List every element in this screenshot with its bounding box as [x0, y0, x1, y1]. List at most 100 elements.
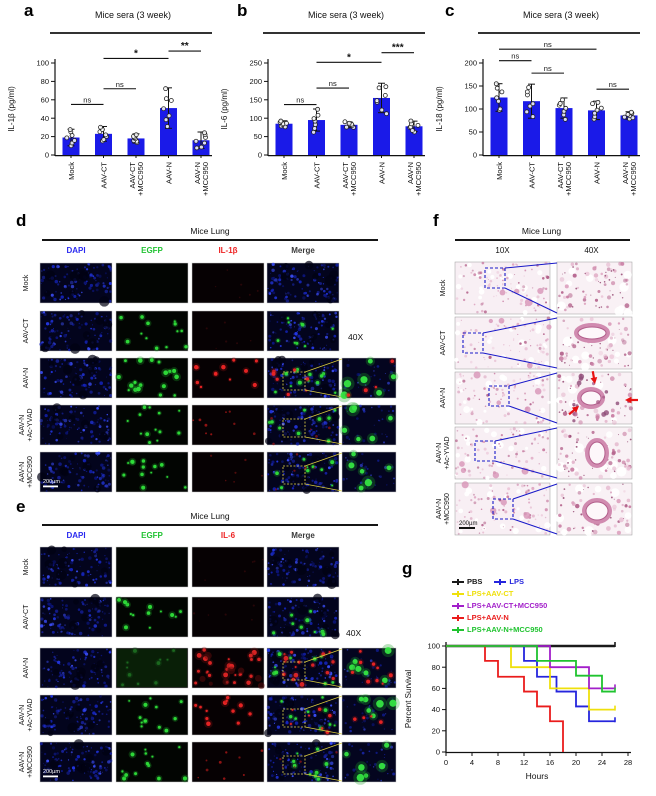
svg-text:AAV-CT: AAV-CT	[313, 162, 322, 189]
column-header-egfp: EGFP	[141, 531, 163, 540]
column-header-il1b: IL-1β	[218, 246, 238, 255]
svg-text:Percent Survival: Percent Survival	[404, 670, 413, 728]
legend-item-lps-aav-n: LPS+AAV-N	[452, 613, 509, 622]
panel-d-magnification-label: 40X	[348, 332, 364, 342]
legend-row: PBS LPS	[452, 577, 547, 586]
svg-text:200µm: 200µm	[43, 769, 60, 775]
svg-text:IL-1β (pg/ml): IL-1β (pg/ml)	[7, 86, 16, 132]
micrograph-row	[39, 401, 397, 446]
survival-legend: PBS LPS LPS+AAV-CT LPS+AAV-CT+MCC950 LPS…	[452, 577, 547, 634]
legend-marker	[452, 578, 464, 585]
panel-f-title-rule	[455, 239, 630, 241]
svg-text:ns: ns	[296, 96, 304, 105]
row-label: AAV-N	[23, 657, 30, 679]
svg-text:AAV-CT: AAV-CT	[100, 162, 109, 189]
row-label: AAV-N	[440, 387, 447, 409]
svg-text:AAV-N: AAV-N	[165, 162, 174, 184]
histology-row: 200µm	[454, 481, 633, 536]
svg-text:200µm: 200µm	[459, 521, 477, 527]
column-header-dapi: DAPI	[66, 531, 86, 540]
svg-text:60: 60	[432, 684, 440, 693]
red-arrow	[590, 371, 598, 384]
svg-text:0: 0	[444, 758, 448, 767]
svg-text:40: 40	[41, 114, 49, 123]
svg-text:20: 20	[572, 758, 580, 767]
micrograph-row: 200µm	[39, 739, 397, 785]
svg-text:28: 28	[624, 758, 632, 767]
legend-item-lps: LPS	[494, 577, 524, 586]
svg-text:Mice sera (3 week): Mice sera (3 week)	[308, 10, 384, 20]
row-label: AAV-CT	[440, 330, 447, 356]
legend-item-lps-aav-n-mcc950: LPS+AAV-N+MCC950	[452, 625, 543, 634]
row-label: AAV-CT	[23, 604, 30, 630]
svg-text:ns: ns	[83, 95, 91, 104]
svg-text:Mice sera (3 week): Mice sera (3 week)	[523, 10, 599, 20]
bar-chart-il1b: Mice sera (3 week) 0 20 40 60 80 100 IL-1β (pg/…	[0, 0, 215, 212]
bar-chart-il18: Mice sera (3 week) 0 50 100 150 200 IL-18 (pg/…	[428, 0, 643, 212]
svg-text:100: 100	[427, 642, 440, 651]
panel-f-label: f	[433, 211, 439, 230]
panel-e-title: Mice Lung	[190, 511, 230, 521]
svg-text:50: 50	[469, 128, 477, 137]
legend-item-pbs: PBS	[452, 577, 482, 586]
svg-text:ns: ns	[544, 40, 552, 49]
column-header-merge: Merge	[291, 531, 315, 540]
svg-text:*: *	[134, 48, 138, 59]
legend-row: LPS+AAV-N+MCC950	[452, 625, 547, 634]
row-label: AAV-N +Ac-YVAD	[436, 436, 451, 470]
histology-row	[454, 426, 633, 480]
legend-marker	[452, 590, 464, 597]
row-label: Mock	[440, 279, 447, 297]
svg-text:250: 250	[249, 59, 262, 68]
legend-marker	[452, 602, 464, 609]
svg-text:200: 200	[249, 77, 262, 86]
histology-row	[454, 316, 633, 371]
svg-text:AAV-CT+MCC950: AAV-CT+MCC950	[556, 162, 573, 196]
svg-text:100: 100	[464, 105, 477, 114]
svg-text:IL-18 (pg/ml): IL-18 (pg/ml)	[435, 86, 444, 132]
row-label: AAV-N +MCC950	[436, 493, 451, 525]
svg-text:150: 150	[464, 82, 477, 91]
column-header-dapi: DAPI	[66, 246, 86, 255]
svg-text:100: 100	[36, 59, 49, 68]
svg-text:80: 80	[41, 77, 49, 86]
micrograph-row	[39, 310, 340, 354]
micrograph-row	[39, 694, 400, 738]
svg-text:100: 100	[249, 114, 262, 123]
legend-marker	[452, 626, 464, 633]
row-label: Mock	[23, 558, 30, 576]
row-label: Mock	[23, 274, 30, 292]
svg-text:40: 40	[432, 705, 440, 714]
svg-text:AAV-N+MCC950: AAV-N+MCC950	[193, 162, 210, 196]
svg-text:Mock: Mock	[495, 162, 504, 180]
panel-b-label: b	[237, 1, 248, 20]
svg-text:AAV-N: AAV-N	[593, 162, 602, 184]
red-arrow	[625, 396, 638, 404]
svg-text:***: ***	[392, 43, 404, 54]
legend-item-lps-aav-ct-mcc950: LPS+AAV-CT+MCC950	[452, 601, 547, 610]
svg-text:8: 8	[496, 758, 500, 767]
svg-text:ns: ns	[116, 80, 124, 89]
svg-text:Mock: Mock	[67, 162, 76, 180]
svg-text:AAV-N: AAV-N	[378, 162, 387, 184]
svg-text:12: 12	[520, 758, 528, 767]
svg-text:Hours: Hours	[526, 771, 549, 781]
svg-text:50: 50	[254, 132, 262, 141]
svg-text:Mice sera (3 week): Mice sera (3 week)	[95, 10, 171, 20]
svg-text:AAV-CT+MCC950: AAV-CT+MCC950	[341, 162, 358, 196]
bar-chart-il6: Mice sera (3 week) 0 50 100 150 200 250 IL-6 (p…	[213, 0, 428, 212]
svg-text:0: 0	[473, 151, 477, 160]
histology-row	[454, 261, 633, 318]
panel-e-magnification-label: 40X	[346, 628, 362, 638]
row-label: AAV-N +Ac-YVAD	[19, 698, 34, 732]
column-header-merge: Merge	[291, 246, 315, 255]
panel-d-title: Mice Lung	[190, 226, 230, 236]
panel-g-label: g	[402, 559, 413, 578]
survival-curves: 0 20 40 60 80 100 0 4 8 12 16 20 24 28 Hours Percent Su…	[404, 642, 632, 781]
svg-text:AAV-CT: AAV-CT	[528, 162, 537, 189]
bar-chart-a: Mice sera (3 week) 0 20 40 60 80 100 IL-1β (pg/…	[7, 10, 212, 196]
bar-chart-c: Mice sera (3 week) 0 50 100 150 200 IL-18 (pg/…	[435, 10, 640, 196]
legend-marker	[494, 578, 507, 585]
svg-text:0: 0	[258, 151, 262, 160]
